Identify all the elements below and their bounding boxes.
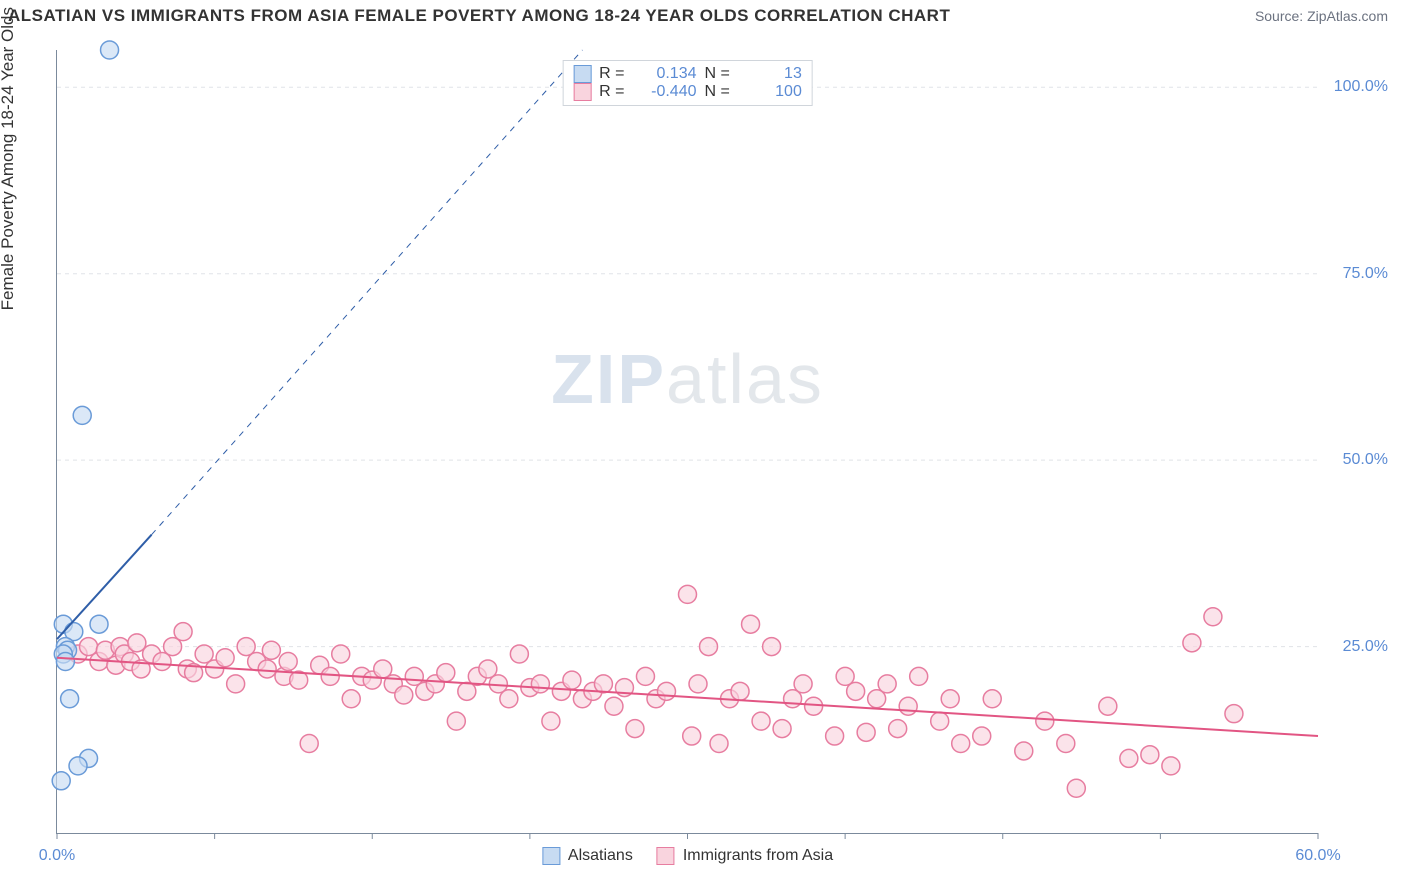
y-tick-label: 25.0% <box>1343 638 1388 656</box>
r-label: R = <box>599 65 624 83</box>
swatch-immigrants <box>573 83 591 101</box>
plot-area: ZIPatlas R = 0.134 N = 13 R = -0.440 N =… <box>56 50 1318 834</box>
n-value-alsatians: 13 <box>742 65 802 83</box>
chart-title: ALSATIAN VS IMMIGRANTS FROM ASIA FEMALE … <box>8 6 950 26</box>
swatch-immigrants <box>657 847 675 865</box>
source-attribution: Source: ZipAtlas.com <box>1255 8 1388 24</box>
y-tick-label: 50.0% <box>1343 451 1388 469</box>
chart-container: Female Poverty Among 18-24 Year Olds ZIP… <box>8 40 1398 884</box>
swatch-alsatians <box>542 847 560 865</box>
y-tick-label: 100.0% <box>1334 78 1388 96</box>
r-label: R = <box>599 83 624 101</box>
correlation-legend: R = 0.134 N = 13 R = -0.440 N = 100 <box>562 60 813 106</box>
r-value-alsatians: 0.134 <box>637 65 697 83</box>
n-value-immigrants: 100 <box>742 83 802 101</box>
y-axis-label: Female Poverty Among 18-24 Year Olds <box>0 7 18 310</box>
plot-svg <box>57 50 1318 833</box>
legend-label-alsatians: Alsatians <box>568 847 633 865</box>
x-tick-label: 0.0% <box>39 847 75 865</box>
legend-item-alsatians: Alsatians <box>542 847 633 865</box>
y-tick-label: 75.0% <box>1343 265 1388 283</box>
legend-item-immigrants: Immigrants from Asia <box>657 847 833 865</box>
legend-label-immigrants: Immigrants from Asia <box>683 847 833 865</box>
r-value-immigrants: -0.440 <box>637 83 697 101</box>
legend-row-immigrants: R = -0.440 N = 100 <box>573 83 802 101</box>
n-label: N = <box>705 83 730 101</box>
n-label: N = <box>705 65 730 83</box>
x-tick-label: 60.0% <box>1295 847 1340 865</box>
series-legend: Alsatians Immigrants from Asia <box>542 847 833 865</box>
legend-row-alsatians: R = 0.134 N = 13 <box>573 65 802 83</box>
swatch-alsatians <box>573 65 591 83</box>
